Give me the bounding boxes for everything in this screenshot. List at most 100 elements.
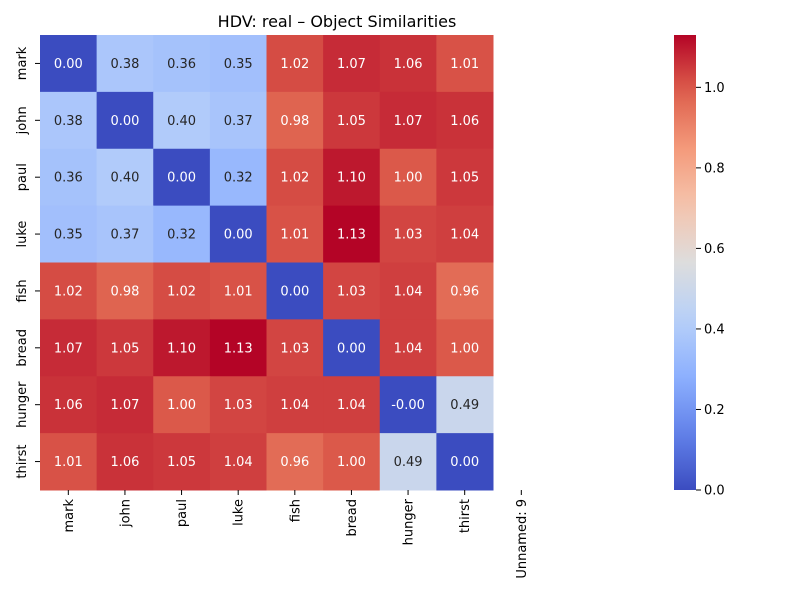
heatmap-cell xyxy=(40,433,98,491)
cell-value-label: 1.01 xyxy=(280,228,309,243)
cell-value-label: 1.07 xyxy=(110,398,139,413)
cell-value-label: 0.00 xyxy=(280,284,309,299)
cell-value-label: 1.13 xyxy=(224,341,253,356)
heatmap-cell xyxy=(209,35,267,93)
cell-value-labels: 0.00 0.38 0.36 0.35 1.02 1.07 1.06 1.01 0.38 0.00… xyxy=(54,57,479,470)
heatmap-cell xyxy=(379,148,437,207)
heatmap-cell xyxy=(379,262,437,320)
chart-title: HDV: real – Object Similarities xyxy=(218,12,457,31)
heatmap-cell xyxy=(323,148,381,207)
cell-value-label: 0.00 xyxy=(110,114,139,129)
heatmap-cell xyxy=(266,262,324,320)
x-tick-label: luke xyxy=(232,499,247,526)
cell-value-label: 0.96 xyxy=(280,455,309,470)
cell-value-label: 1.02 xyxy=(54,284,83,299)
cell-value-label: 1.06 xyxy=(54,398,83,413)
heatmap-cell xyxy=(153,91,211,150)
y-tick-label: bread xyxy=(15,329,30,367)
cell-value-label: 1.05 xyxy=(167,455,196,470)
cell-value-label: 1.06 xyxy=(394,57,423,72)
colorbar-tick-label: 0.6 xyxy=(704,242,725,257)
x-tick-label: john xyxy=(118,499,133,528)
cell-value-label: 0.98 xyxy=(110,284,139,299)
heatmap-cell xyxy=(40,262,98,320)
colorbar-tick-label: 1.0 xyxy=(704,81,725,96)
heatmap-cell xyxy=(96,35,154,93)
cell-value-label: 1.05 xyxy=(450,171,479,186)
y-tick-label: hunger xyxy=(15,381,30,428)
heatmap-cell xyxy=(323,205,381,263)
cell-value-label: 1.04 xyxy=(394,284,423,299)
heatmap-cell xyxy=(40,205,98,263)
heatmap-cell xyxy=(379,433,437,491)
y-tick-label: luke xyxy=(15,221,30,248)
cell-value-label: 0.36 xyxy=(167,57,196,72)
heatmap-cell xyxy=(40,91,98,150)
heatmap-cell xyxy=(153,148,211,207)
heatmap-cells xyxy=(40,35,494,491)
cell-value-label: 1.07 xyxy=(54,341,83,356)
heatmap-cell xyxy=(153,319,211,377)
heatmap-cell xyxy=(436,35,494,93)
cell-value-label: 1.05 xyxy=(110,341,139,356)
heatmap-cell xyxy=(153,205,211,263)
cell-value-label: 1.03 xyxy=(224,398,253,413)
heatmap-cell xyxy=(436,433,494,491)
y-tick-label: john xyxy=(15,106,30,135)
heatmap-cell xyxy=(323,91,381,150)
cell-value-label: 0.00 xyxy=(54,57,83,72)
colorbar-tick-label: 0.0 xyxy=(704,484,725,499)
cell-value-label: 0.37 xyxy=(110,228,139,243)
heatmap-cell xyxy=(323,376,381,434)
cell-value-label: 1.03 xyxy=(394,228,423,243)
cell-value-label: 1.02 xyxy=(280,57,309,72)
cell-value-label: 1.00 xyxy=(450,341,479,356)
heatmap-cell xyxy=(266,433,324,491)
cell-value-label: 0.40 xyxy=(110,171,139,186)
heatmap-cell xyxy=(96,205,154,263)
cell-value-label: 1.01 xyxy=(54,455,83,470)
cell-value-label: 1.02 xyxy=(167,284,196,299)
cell-value-label: 1.00 xyxy=(167,398,196,413)
cell-value-label: 1.04 xyxy=(450,228,479,243)
x-axis: mark john paul luke fish bread hunger thirst Unn… xyxy=(62,490,530,579)
x-tick-label: mark xyxy=(62,499,77,533)
cell-value-label: 1.03 xyxy=(280,341,309,356)
heatmap-cell xyxy=(379,376,437,434)
x-tick-label: thirst xyxy=(458,499,473,533)
heatmap-cell xyxy=(96,319,154,377)
cell-value-label: 0.35 xyxy=(54,228,83,243)
cell-value-label: 1.03 xyxy=(337,284,366,299)
cell-value-label: 1.10 xyxy=(167,341,196,356)
cell-value-label: -0.00 xyxy=(391,398,425,413)
colorbar: 0.0 0.2 0.4 0.6 0.8 1.0 xyxy=(674,35,725,499)
heatmap-cell xyxy=(379,319,437,377)
heatmap-cell xyxy=(379,35,437,93)
y-tick-label: mark xyxy=(15,46,30,80)
y-tick-label: fish xyxy=(15,279,30,302)
cell-value-label: 1.06 xyxy=(450,114,479,129)
heatmap-cell xyxy=(209,205,267,263)
colorbar-tick-label: 0.4 xyxy=(704,322,725,337)
heatmap-cell xyxy=(153,262,211,320)
cell-value-label: 1.04 xyxy=(394,341,423,356)
cell-value-label: 0.40 xyxy=(167,114,196,129)
heatmap-cell xyxy=(379,205,437,263)
x-tick-label: bread xyxy=(345,499,360,537)
colorbar-tick-label: 0.8 xyxy=(704,161,725,176)
heatmap-cell xyxy=(323,319,381,377)
heatmap-cell xyxy=(266,319,324,377)
heatmap-cell xyxy=(40,319,98,377)
heatmap-cell xyxy=(266,35,324,93)
cell-value-label: 1.00 xyxy=(337,455,366,470)
cell-value-label: 1.04 xyxy=(280,398,309,413)
heatmap-cell xyxy=(96,148,154,207)
y-tick-label: paul xyxy=(15,163,30,191)
cell-value-label: 1.07 xyxy=(394,114,423,129)
colorbar-gradient xyxy=(674,35,696,490)
x-tick-label: hunger xyxy=(402,498,417,545)
x-tick-label: fish xyxy=(288,499,303,522)
heatmap-cell xyxy=(266,205,324,263)
cell-value-label: 1.04 xyxy=(224,455,253,470)
